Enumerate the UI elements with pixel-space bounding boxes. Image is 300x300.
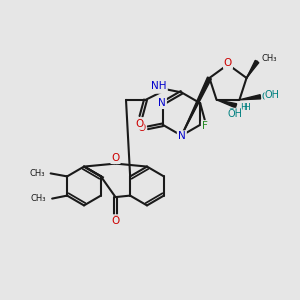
- Text: N: N: [178, 132, 185, 142]
- Text: CH₃: CH₃: [29, 169, 45, 178]
- Text: CH₃: CH₃: [262, 54, 277, 63]
- Text: OH: OH: [265, 90, 280, 100]
- Text: O: O: [111, 153, 120, 163]
- Polygon shape: [247, 60, 259, 78]
- Text: N: N: [158, 98, 166, 108]
- Text: N: N: [178, 131, 186, 141]
- Text: OH: OH: [227, 108, 242, 118]
- Text: OH: OH: [227, 109, 242, 119]
- Text: OH: OH: [262, 92, 277, 102]
- Text: O: O: [111, 153, 120, 163]
- Polygon shape: [239, 95, 261, 100]
- Text: O: O: [111, 215, 120, 225]
- Text: F: F: [202, 121, 208, 131]
- Text: H: H: [240, 103, 247, 112]
- Polygon shape: [182, 77, 211, 136]
- Text: NH: NH: [151, 83, 167, 93]
- Text: O: O: [224, 58, 232, 68]
- Text: N: N: [158, 98, 165, 108]
- Text: O: O: [135, 118, 144, 128]
- Text: CH₃: CH₃: [31, 194, 46, 203]
- Text: O: O: [137, 123, 145, 133]
- Text: O: O: [224, 58, 232, 68]
- Text: NH: NH: [151, 81, 167, 92]
- Text: O: O: [111, 216, 120, 226]
- Polygon shape: [217, 100, 237, 108]
- Text: H: H: [243, 103, 250, 112]
- Text: O: O: [138, 123, 146, 133]
- Text: O: O: [135, 119, 144, 129]
- Text: F: F: [202, 121, 208, 131]
